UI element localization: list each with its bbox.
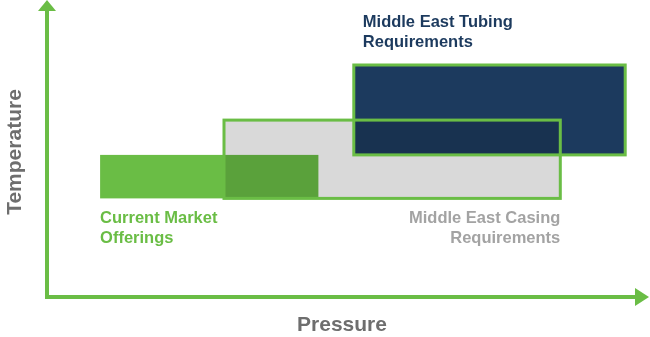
x-axis-label: Pressure: [297, 312, 387, 335]
chart: Pressure Temperature Current Market Offerin…: [0, 0, 650, 337]
plot-area: [100, 65, 625, 198]
region-label: Current Market: [100, 208, 218, 226]
region-border: [224, 120, 560, 198]
region-label: Offerings: [100, 228, 173, 246]
region-label: Middle East Tubing: [363, 12, 513, 30]
y-axis-label: Temperature: [2, 89, 25, 215]
y-axis-arrow: [38, 0, 56, 11]
region-label: Middle East Casing: [409, 208, 560, 226]
y-axis: [45, 7, 49, 299]
region-label: Requirements: [363, 32, 473, 50]
region-border: [354, 65, 625, 155]
region-label: Requirements: [450, 228, 560, 246]
x-axis-arrow: [635, 288, 649, 306]
x-axis: [47, 295, 637, 299]
region: [354, 65, 625, 155]
